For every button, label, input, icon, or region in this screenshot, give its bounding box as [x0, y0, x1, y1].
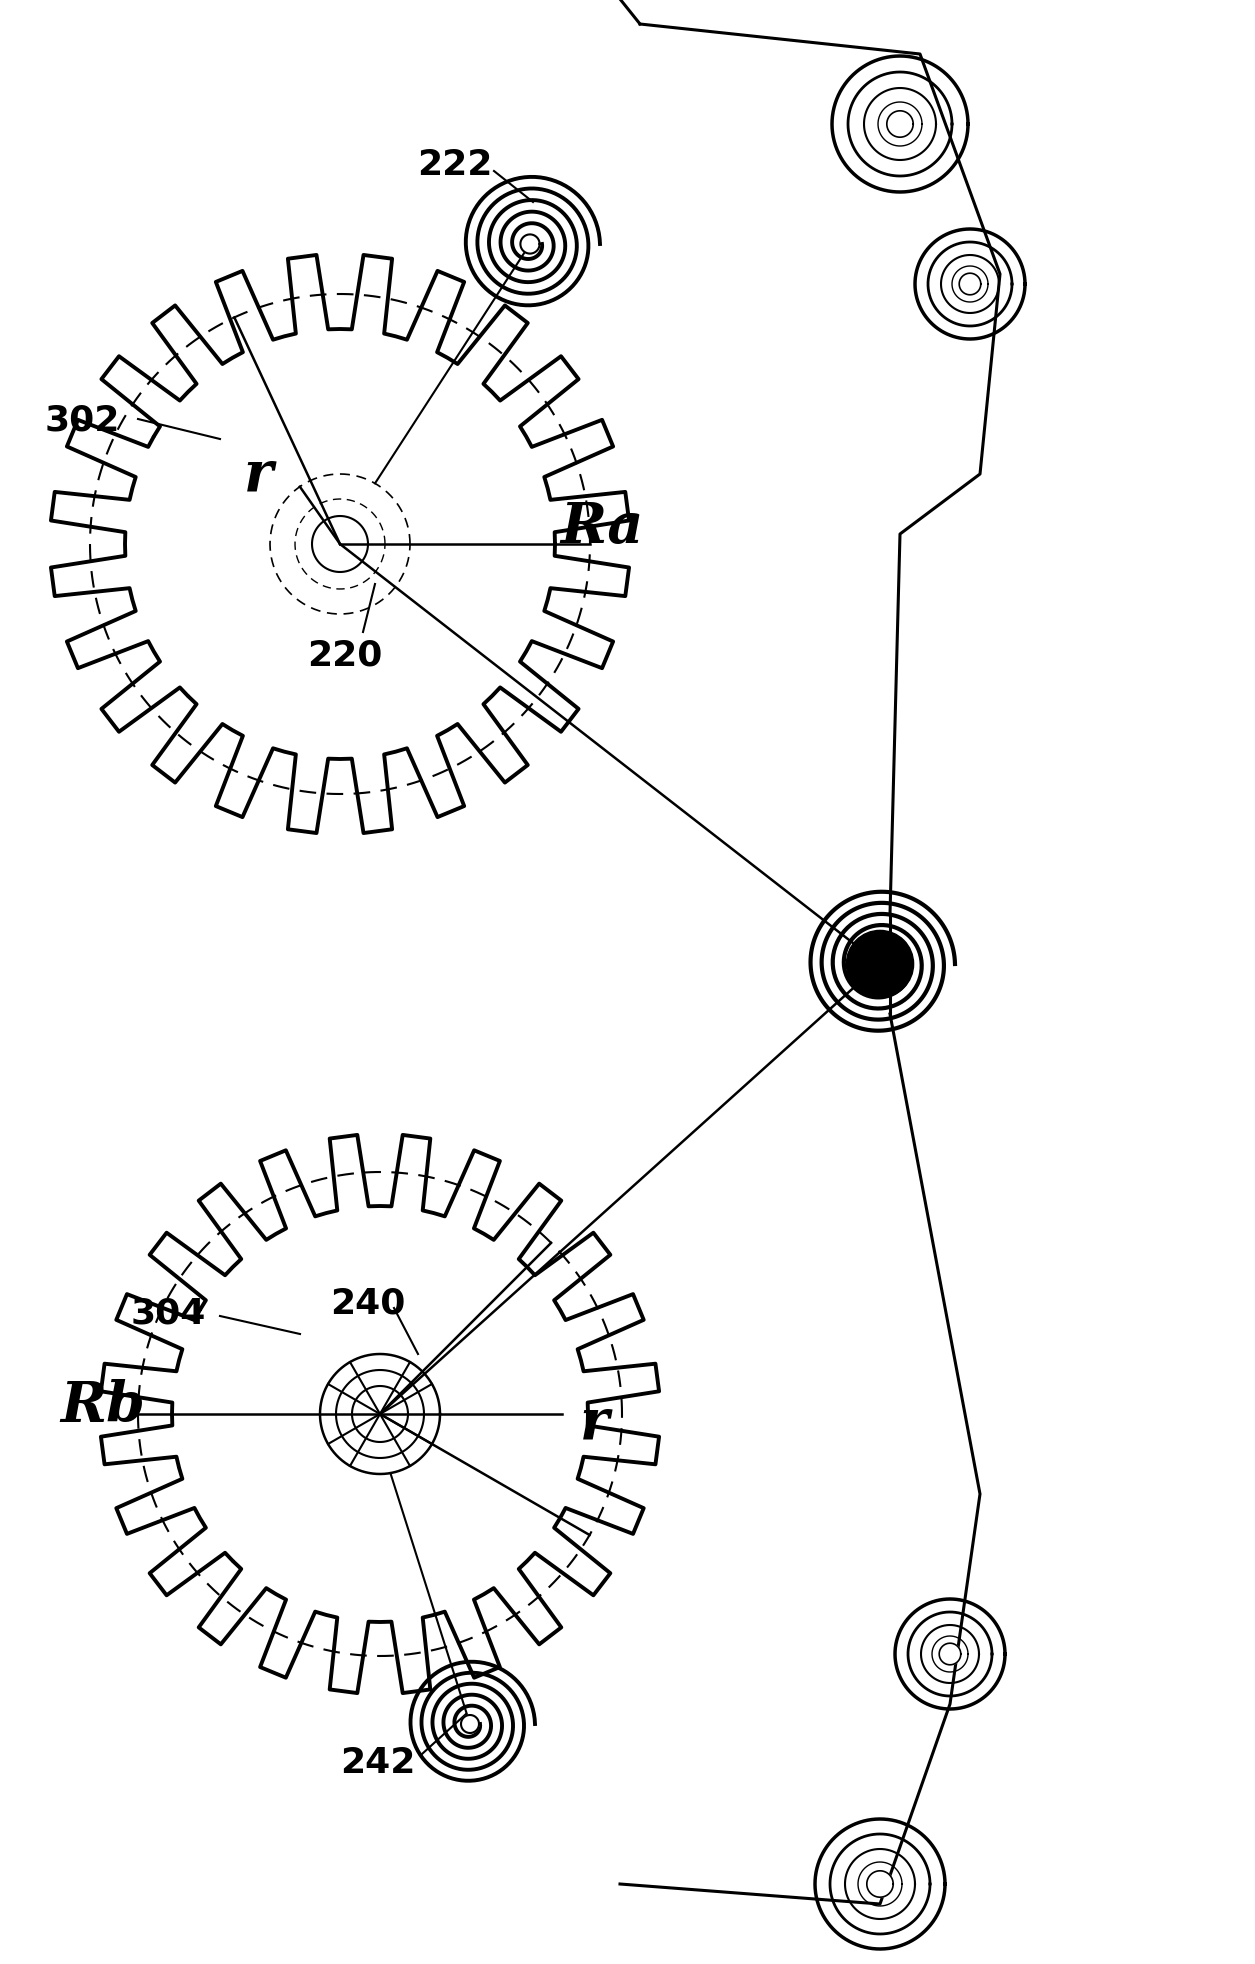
- Text: Rb: Rb: [60, 1379, 146, 1434]
- Text: 240: 240: [330, 1284, 405, 1320]
- Circle shape: [939, 1644, 961, 1665]
- Text: Ra: Ra: [560, 499, 644, 554]
- Text: 302: 302: [44, 403, 119, 436]
- Circle shape: [867, 1872, 894, 1897]
- Text: 304: 304: [131, 1296, 206, 1330]
- Circle shape: [887, 112, 914, 137]
- Text: 222: 222: [418, 147, 493, 183]
- Text: 242: 242: [340, 1746, 415, 1779]
- Text: 220: 220: [307, 638, 383, 672]
- Text: r: r: [580, 1394, 609, 1449]
- Circle shape: [959, 275, 981, 297]
- Circle shape: [521, 236, 540, 255]
- Text: r: r: [243, 448, 272, 503]
- Circle shape: [846, 931, 914, 998]
- Circle shape: [461, 1715, 479, 1732]
